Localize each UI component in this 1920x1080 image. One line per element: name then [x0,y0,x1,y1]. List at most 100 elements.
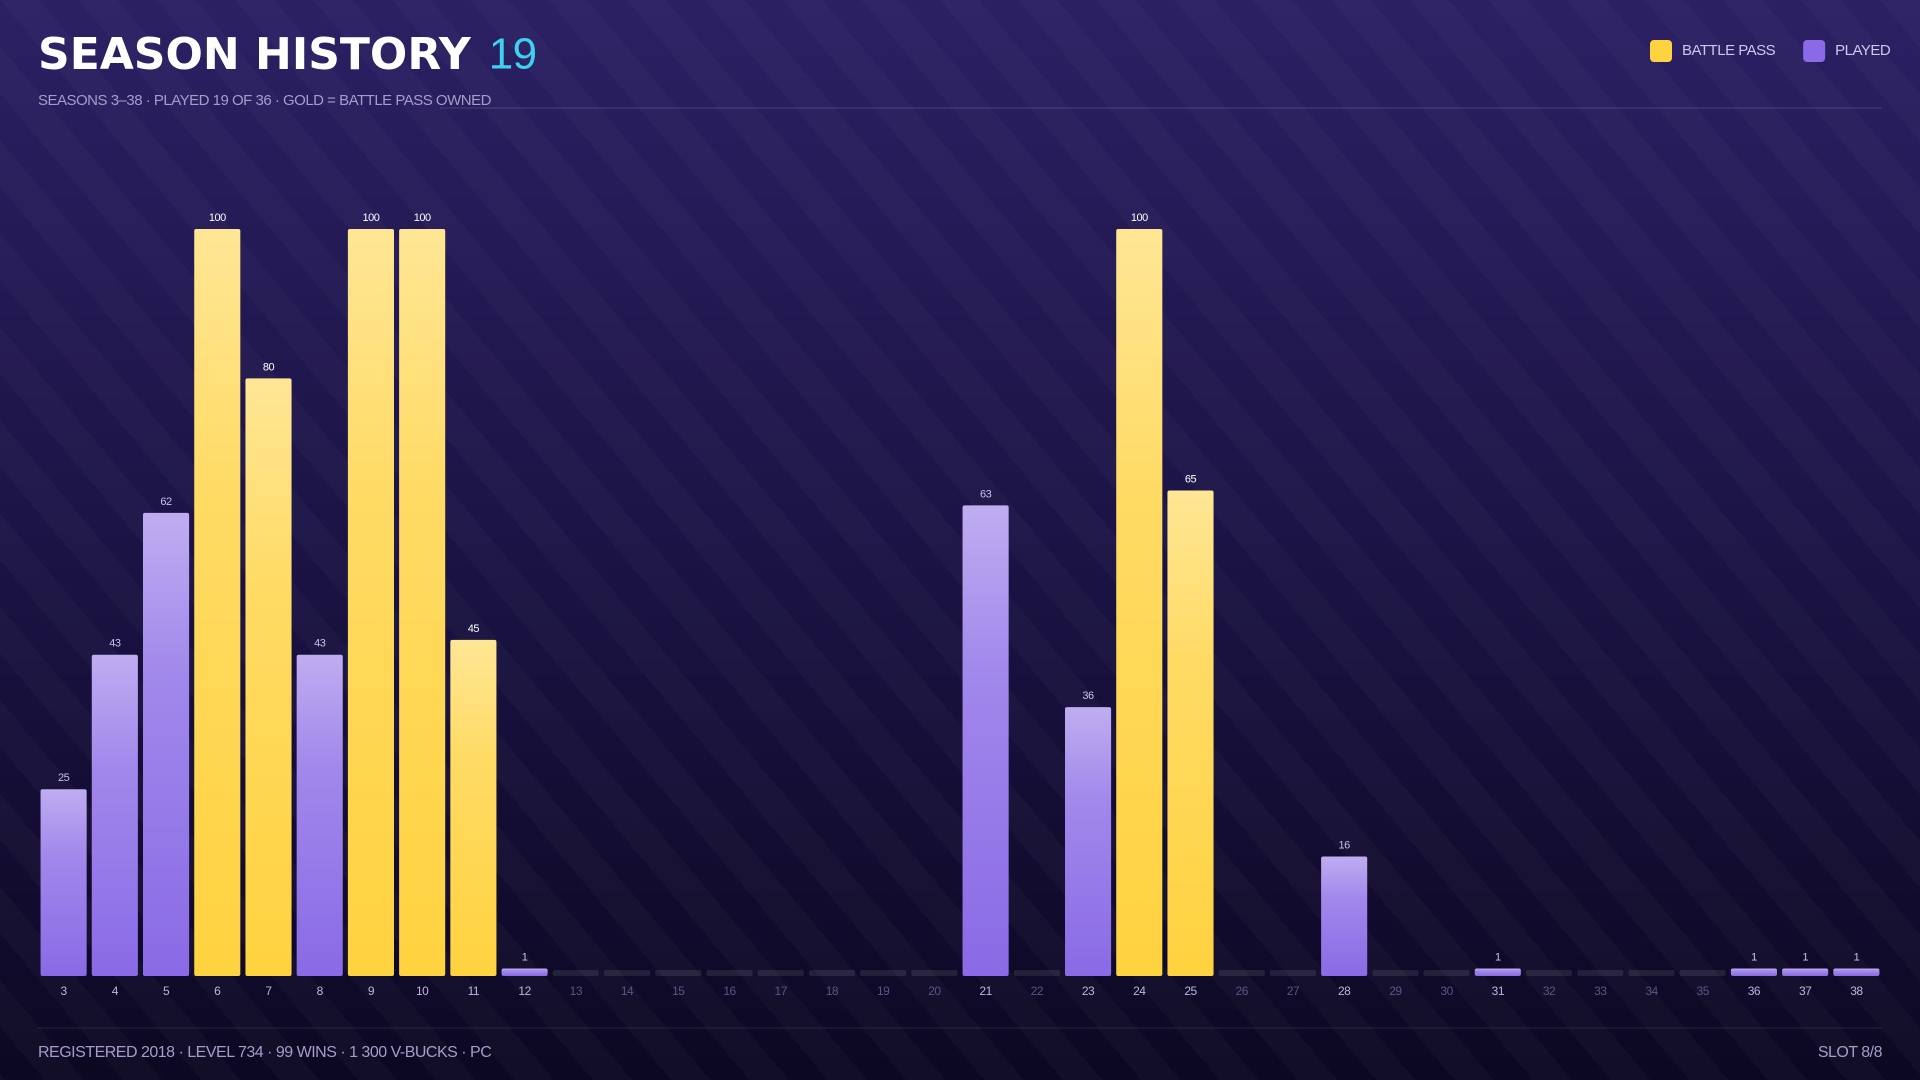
x-tick-label: 10 [416,984,429,998]
legend-swatch [1803,40,1826,62]
value-label: 1 [1495,951,1501,963]
bar [450,639,497,976]
legend-swatch [1650,40,1672,62]
x-tick-label: 16 [723,984,736,998]
empty-slot [1218,970,1265,976]
value-label: 100 [414,212,431,224]
empty-slot [1269,970,1316,976]
bar [296,654,343,976]
bar [1321,856,1368,976]
footer-slot: SLOT 8/8 [1818,1044,1883,1061]
x-tick-label: 12 [518,984,531,998]
legend-label: BATTLE PASS [1682,42,1776,59]
empty-slot [1423,970,1470,976]
x-tick-label: 29 [1389,984,1402,998]
empty-slot [1526,970,1573,976]
bar [501,968,548,976]
empty-slot [1628,970,1675,976]
bar [91,654,138,976]
x-tick-label: 7 [265,984,272,998]
empty-slot [706,970,753,976]
x-tick-label: 6 [214,984,221,998]
bar [1833,968,1880,976]
empty-slot [1577,970,1624,976]
x-tick-label: 19 [877,984,890,998]
x-tick-label: 31 [1492,984,1505,998]
value-label: 1 [522,951,528,963]
x-tick-label: 33 [1594,984,1607,998]
x-tick-label: 38 [1850,984,1863,998]
value-label: 1 [1751,951,1757,963]
empty-slot [1679,970,1726,976]
bar [962,505,1009,976]
x-tick-label: 35 [1697,984,1710,998]
title: SEASON HISTORY [38,29,472,80]
empty-slot [552,970,599,976]
x-tick-label: 32 [1543,984,1556,998]
bar [245,378,292,976]
value-label: 100 [209,212,226,224]
x-tick-label: 5 [163,984,170,998]
x-tick-label: 9 [368,984,375,998]
count: 19 [489,30,537,79]
x-tick-label: 14 [621,984,634,998]
empty-slot [1013,970,1060,976]
x-tick-label: 25 [1184,984,1197,998]
bar [194,229,241,976]
value-label: 45 [468,623,480,635]
value-label: 62 [160,496,172,508]
x-tick-label: 36 [1748,984,1761,998]
value-label: 43 [314,638,326,650]
value-label: 100 [1131,212,1148,224]
value-label: 1 [1802,951,1808,963]
value-label: 1 [1854,951,1860,963]
value-label: 65 [1185,473,1197,485]
bar [143,512,190,976]
bar [1065,707,1112,976]
x-tick-label: 37 [1799,984,1812,998]
footer-info: REGISTERED 2018 · LEVEL 734 · 99 WINS · … [38,1044,491,1061]
bar [1474,968,1521,976]
x-tick-label: 22 [1031,984,1044,998]
x-tick-label: 24 [1133,984,1146,998]
x-tick-label: 28 [1338,984,1351,998]
value-label: 100 [363,212,380,224]
x-tick-label: 17 [775,984,788,998]
value-label: 63 [980,488,992,500]
x-tick-label: 4 [112,984,119,998]
legend-label: PLAYED [1835,42,1891,59]
value-label: 25 [58,772,70,784]
empty-slot [1372,970,1419,976]
bar [1116,229,1163,976]
x-tick-label: 3 [61,984,68,998]
bar [40,789,87,976]
x-tick-label: 30 [1440,984,1453,998]
x-tick-label: 13 [570,984,583,998]
x-tick-label: 11 [468,984,480,998]
x-tick-label: 23 [1082,984,1095,998]
empty-slot [655,970,702,976]
value-label: 16 [1339,839,1351,851]
x-tick-label: 34 [1645,984,1658,998]
x-tick-label: 18 [826,984,839,998]
empty-slot [604,970,651,976]
bar [1730,968,1777,976]
x-tick-label: 15 [672,984,685,998]
x-tick-label: 8 [317,984,324,998]
bar [1167,490,1214,976]
x-tick-label: 21 [979,984,992,998]
x-tick-label: 26 [1236,984,1249,998]
bar [347,229,394,976]
value-label: 36 [1082,690,1094,702]
value-label: 80 [263,361,275,373]
bar [1782,968,1829,976]
bar [399,229,446,976]
subtitle: SEASONS 3–38 · PLAYED 19 OF 36 · GOLD = … [38,92,492,109]
empty-slot [808,970,855,976]
empty-slot [860,970,907,976]
empty-slot [757,970,804,976]
empty-slot [911,970,958,976]
x-tick-label: 20 [928,984,941,998]
